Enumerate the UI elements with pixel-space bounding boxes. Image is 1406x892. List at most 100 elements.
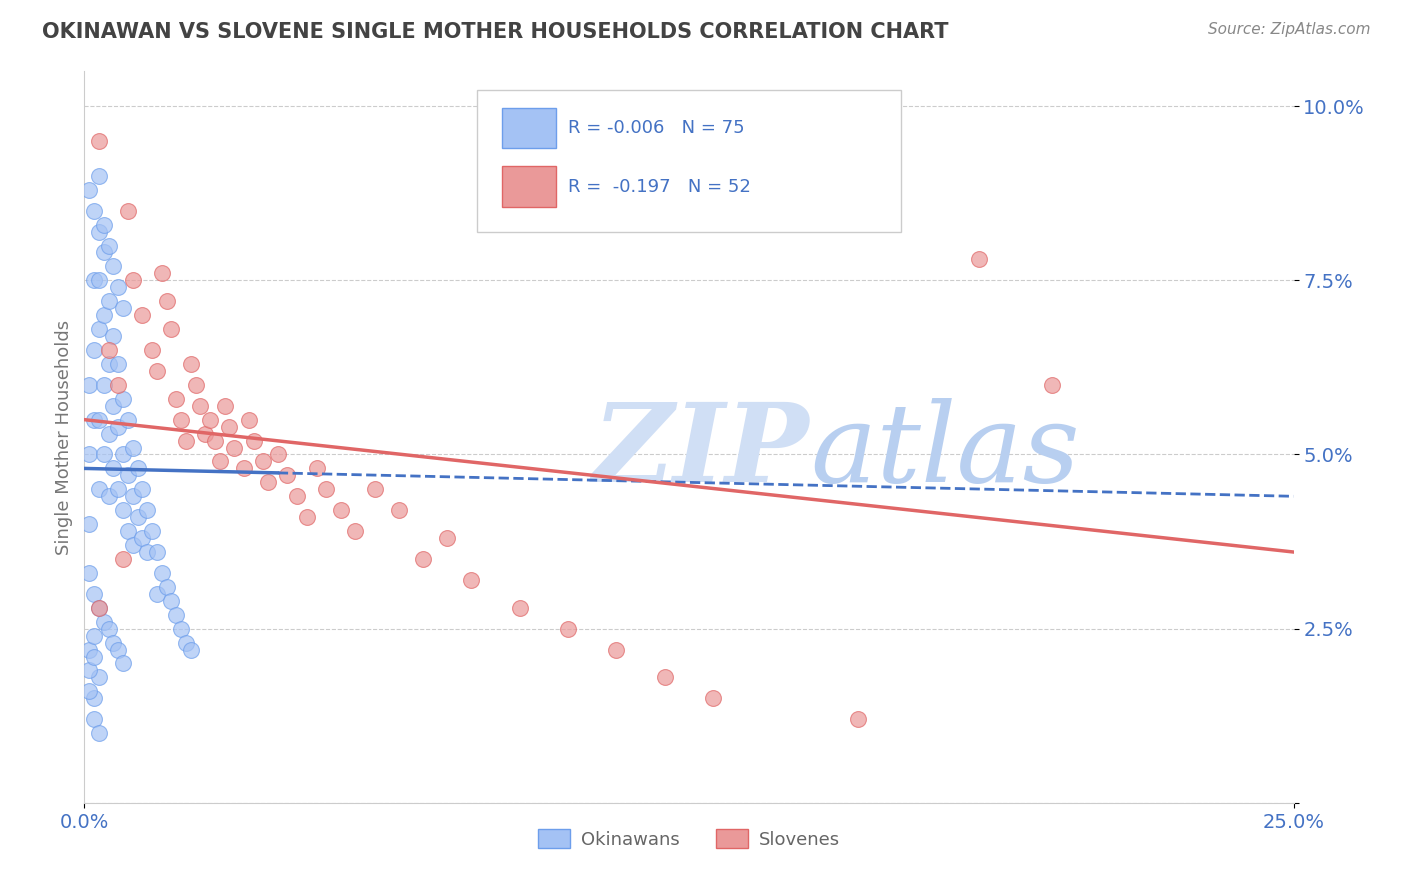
Point: [93, 377, 115, 392]
Point: [412, 552, 434, 566]
Point: [112, 301, 135, 316]
Point: [107, 483, 129, 497]
Point: [363, 483, 385, 497]
Point: [107, 642, 129, 657]
Point: [87, 726, 110, 740]
Text: Source: ZipAtlas.com: Source: ZipAtlas.com: [1208, 22, 1371, 37]
Point: [180, 357, 202, 371]
Point: [83, 587, 105, 601]
Point: [121, 441, 143, 455]
Point: [131, 308, 153, 322]
Point: [103, 260, 125, 274]
Point: [83, 203, 105, 218]
Point: [77, 664, 100, 678]
Y-axis label: Single Mother Households: Single Mother Households: [55, 319, 73, 555]
Point: [83, 712, 105, 726]
Point: [1040, 377, 1063, 392]
Point: [117, 412, 139, 426]
Point: [103, 329, 125, 343]
Point: [77, 566, 100, 580]
Point: [77, 183, 100, 197]
Point: [180, 642, 202, 657]
Point: [276, 468, 298, 483]
Point: [83, 629, 105, 643]
Point: [127, 510, 149, 524]
Text: OKINAWAN VS SLOVENE SINGLE MOTHER HOUSEHOLDS CORRELATION CHART: OKINAWAN VS SLOVENE SINGLE MOTHER HOUSEH…: [42, 22, 949, 42]
Point: [702, 691, 724, 706]
Point: [967, 252, 990, 267]
Point: [121, 538, 143, 552]
FancyBboxPatch shape: [502, 167, 555, 207]
Point: [93, 308, 115, 322]
Point: [846, 712, 869, 726]
Point: [285, 489, 308, 503]
Point: [257, 475, 280, 490]
Point: [184, 377, 207, 392]
Point: [165, 607, 187, 622]
Point: [305, 461, 328, 475]
Point: [97, 238, 120, 252]
Point: [83, 649, 105, 664]
Point: [160, 322, 183, 336]
Point: [97, 294, 120, 309]
Point: [509, 600, 531, 615]
Point: [146, 587, 169, 601]
Point: [112, 657, 135, 671]
Point: [267, 448, 290, 462]
Point: [112, 392, 135, 406]
Point: [233, 461, 256, 475]
Point: [252, 454, 274, 468]
Point: [97, 426, 120, 441]
Text: R =  -0.197   N = 52: R = -0.197 N = 52: [568, 178, 751, 196]
Point: [87, 412, 110, 426]
Point: [77, 642, 100, 657]
Point: [460, 573, 482, 587]
Point: [146, 545, 169, 559]
Point: [83, 273, 105, 287]
Point: [93, 448, 115, 462]
Point: [97, 622, 120, 636]
Point: [242, 434, 264, 448]
Point: [87, 273, 110, 287]
Point: [103, 635, 125, 649]
Point: [238, 412, 260, 426]
Point: [190, 399, 212, 413]
Point: [87, 134, 110, 148]
Point: [141, 524, 163, 538]
Point: [83, 412, 105, 426]
Point: [87, 600, 110, 615]
Point: [344, 524, 367, 538]
Point: [605, 642, 627, 657]
Point: [174, 434, 197, 448]
Point: [150, 266, 173, 280]
Point: [93, 218, 115, 232]
Point: [103, 399, 125, 413]
Point: [329, 503, 352, 517]
Point: [112, 503, 135, 517]
Point: [204, 434, 226, 448]
Point: [117, 468, 139, 483]
Point: [388, 503, 411, 517]
Point: [107, 357, 129, 371]
Point: [146, 364, 169, 378]
Point: [93, 245, 115, 260]
Point: [131, 531, 153, 545]
Point: [121, 273, 143, 287]
Point: [155, 294, 177, 309]
Text: R = -0.006   N = 75: R = -0.006 N = 75: [568, 120, 745, 137]
Point: [103, 461, 125, 475]
Text: ZIP: ZIP: [592, 398, 808, 506]
Point: [87, 225, 110, 239]
Point: [208, 454, 231, 468]
Point: [77, 517, 100, 532]
Point: [174, 635, 197, 649]
Point: [136, 545, 159, 559]
Point: [295, 510, 318, 524]
Point: [170, 622, 193, 636]
Point: [87, 169, 110, 183]
Point: [436, 531, 458, 545]
Point: [194, 426, 217, 441]
Point: [93, 615, 115, 629]
Point: [654, 670, 676, 684]
Point: [107, 419, 129, 434]
